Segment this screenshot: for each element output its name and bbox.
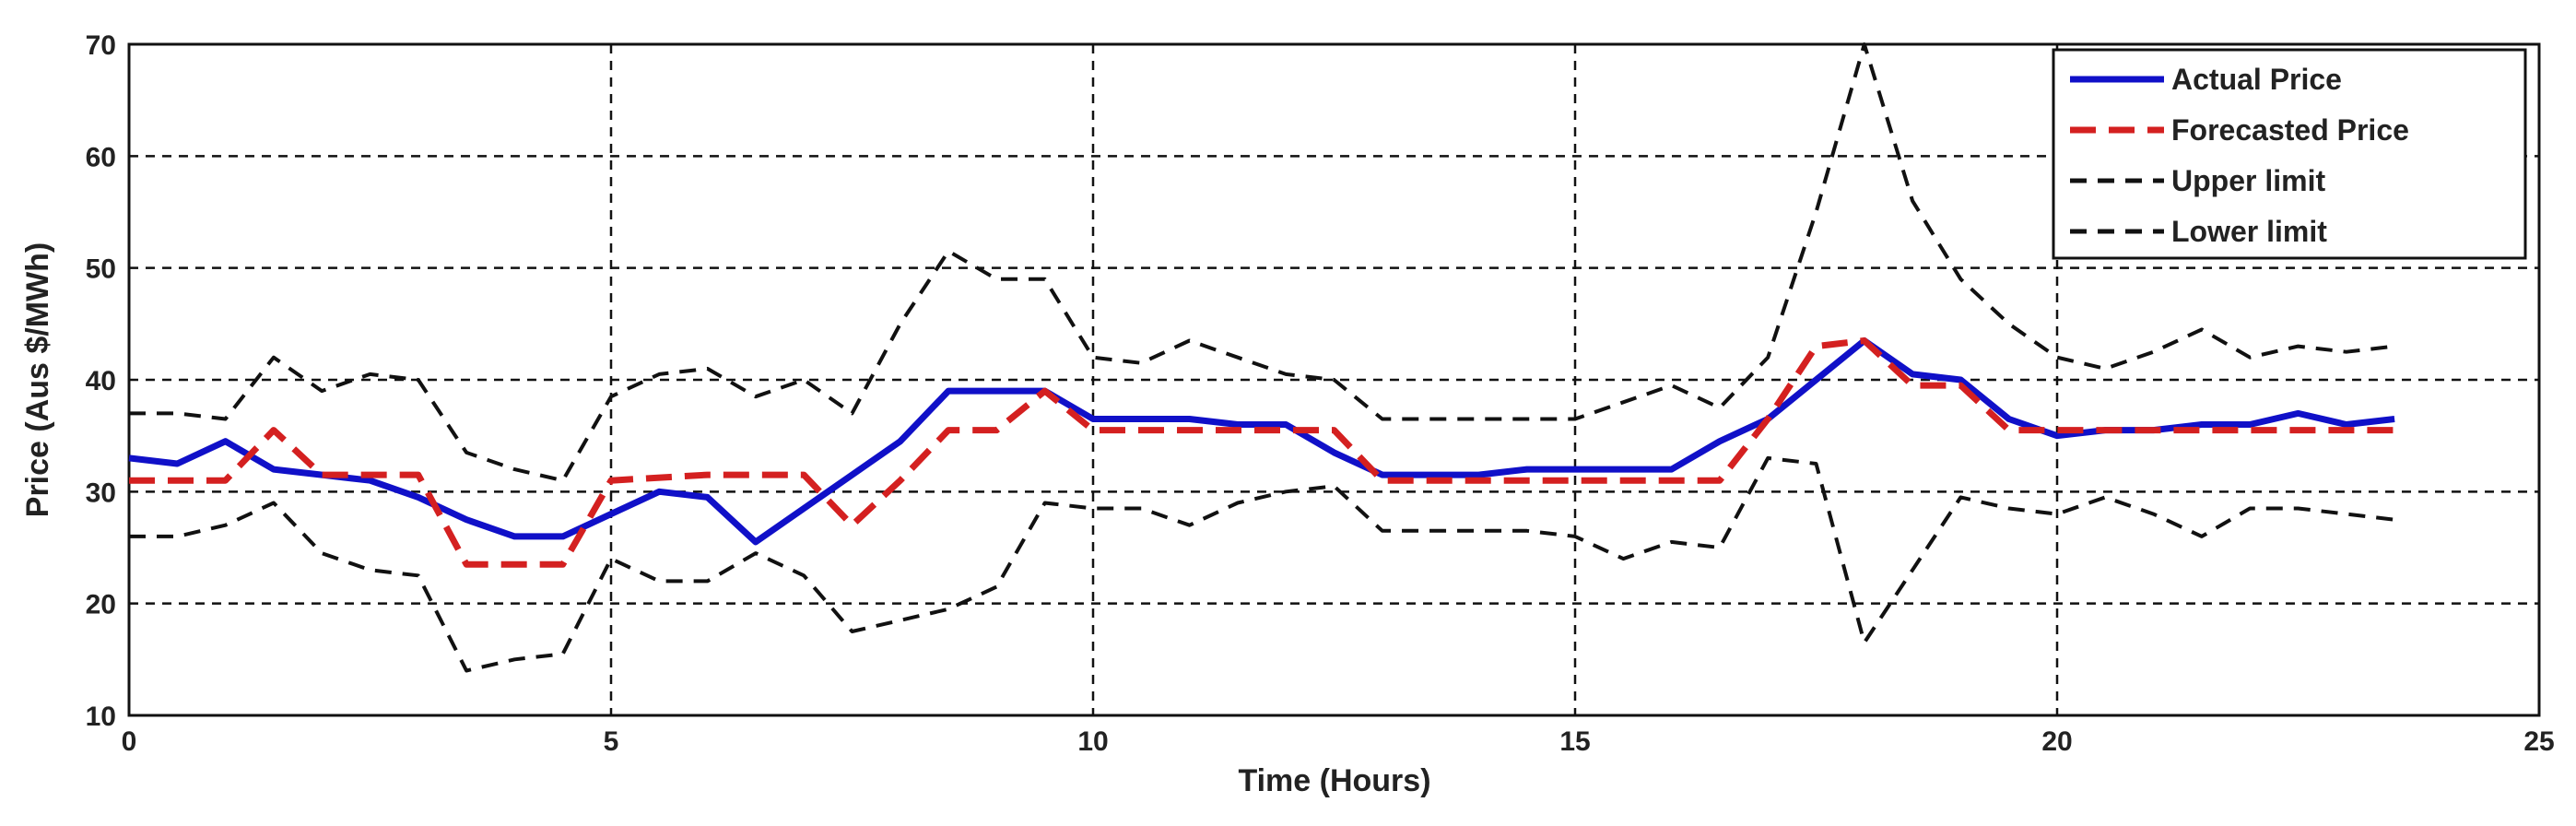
y-tick-label: 60: [86, 142, 116, 172]
x-tick-label: 15: [1559, 726, 1590, 757]
axis-ticks: 0 5 10 15 20 25 10 20 30 40 50 60 70: [86, 30, 2555, 757]
legend-label: Upper limit: [2171, 164, 2325, 197]
y-axis-label: Price (Aus $/MWh): [20, 242, 55, 517]
y-tick-label: 30: [86, 478, 116, 508]
legend-label: Lower limit: [2171, 215, 2327, 248]
x-tick-label: 10: [1077, 726, 1108, 757]
series-line-upper-limit: [129, 42, 2395, 483]
x-tick-label: 0: [122, 726, 137, 757]
legend: Actual Price Forecasted Price Upper limit L…: [2052, 48, 2527, 260]
x-tick-label: 25: [2523, 726, 2554, 757]
series-lines: [128, 42, 2395, 673]
y-tick-label: 10: [86, 702, 116, 732]
x-tick-label: 5: [604, 726, 619, 757]
legend-label: Forecasted Price: [2171, 113, 2409, 147]
x-axis-label: Time (Hours): [1238, 763, 1430, 798]
y-tick-label: 20: [86, 590, 116, 620]
series-line-lower-limit: [129, 455, 2395, 673]
series-line-forecasted-price: [129, 337, 2395, 568]
y-tick-label: 70: [86, 30, 116, 61]
y-tick-label: 50: [86, 254, 116, 285]
x-tick-label: 20: [2041, 726, 2072, 757]
series-line-actual-price: [128, 337, 2395, 546]
legend-box: [2052, 48, 2527, 260]
legend-label: Actual Price: [2171, 63, 2342, 96]
y-tick-label: 40: [86, 366, 116, 396]
